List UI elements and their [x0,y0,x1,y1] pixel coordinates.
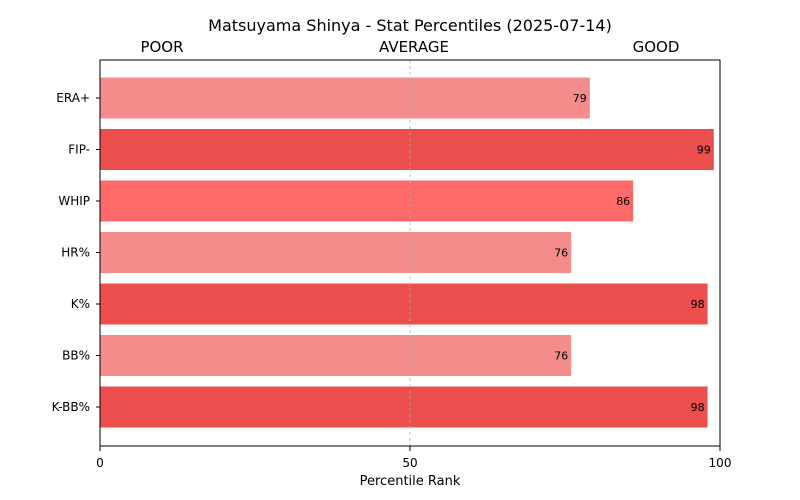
y-tick-label-k-bb: K-BB% [52,400,90,414]
x-ticks-group: 0 50 100 [96,446,731,470]
chart-title: Matsuyama Shinya - Stat Percentiles (202… [208,16,612,35]
bar-bb [100,335,572,376]
x-tick-label-0: 0 [96,456,104,470]
data-label-bb: 76 [554,350,568,363]
x-tick-label-100: 100 [709,456,732,470]
bar-k-bb [100,386,708,428]
bar-fip [100,129,714,170]
data-label-fip: 99 [697,144,711,157]
data-labels-group: 79 99 86 76 98 76 98 [554,92,711,414]
y-tick-label-whip: WHIP [58,194,90,208]
zone-label-average: AVERAGE [379,38,449,56]
y-tick-label-era: ERA+ [56,91,90,105]
y-tick-label-hr: HR% [61,246,90,260]
y-tick-label-bb: BB% [62,349,90,363]
y-tick-labels-group: ERA+ FIP- WHIP HR% K% BB% K-BB% [52,91,100,414]
bar-k [100,283,708,325]
data-label-k: 98 [691,298,705,311]
bar-whip [100,180,634,222]
x-tick-label-50: 50 [402,456,417,470]
bar-hr [100,232,572,273]
y-tick-label-fip: FIP- [68,143,90,157]
zone-label-poor: POOR [140,38,183,56]
x-axis-label: Percentile Rank [360,474,461,489]
bars-group [100,77,714,428]
zone-label-good: GOOD [633,38,680,56]
data-label-hr: 76 [554,247,568,260]
data-label-whip: 86 [616,195,630,208]
data-label-era: 79 [573,92,587,105]
y-tick-label-k: K% [71,297,90,311]
bar-era [100,77,590,119]
data-label-k-bb: 98 [691,401,705,414]
